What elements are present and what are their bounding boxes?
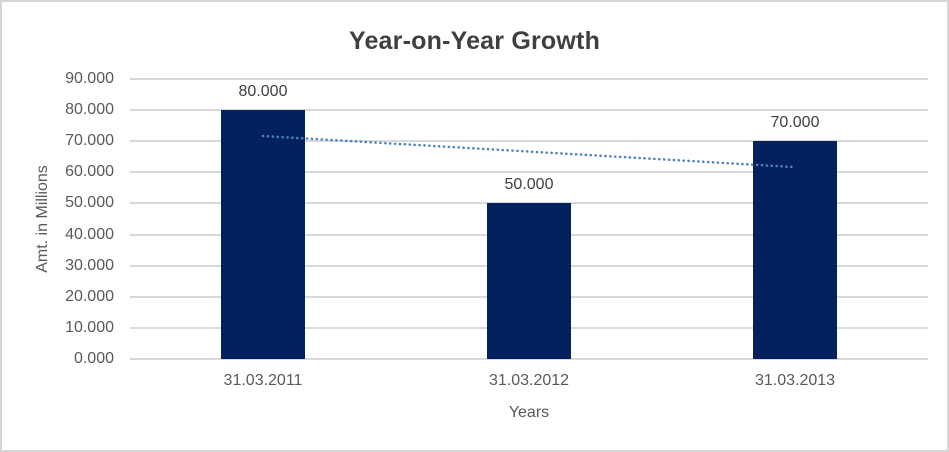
- y-tick-label: 0.000: [73, 350, 114, 367]
- y-tick-label: 80.000: [65, 101, 114, 119]
- bar-data-label: 70.000: [770, 114, 820, 132]
- x-tick-label: 31.03.2012: [488, 372, 570, 389]
- gridline: [130, 358, 928, 360]
- bar-data-label: 80.000: [238, 83, 288, 101]
- y-tick-label: 10.000: [65, 318, 114, 336]
- x-tick-label: 31.03.2013: [754, 372, 836, 389]
- bar-data-label: 50.000: [504, 176, 554, 194]
- gridline: [130, 78, 928, 80]
- bar-31.03.2012: [487, 203, 571, 359]
- bar-31.03.2013: [753, 141, 837, 359]
- x-axis-title: Years: [508, 404, 550, 421]
- gridline: [130, 171, 928, 174]
- y-tick-label: 30.000: [65, 256, 114, 274]
- trendline: [261, 134, 797, 169]
- y-tick-label: 40.000: [65, 225, 114, 243]
- y-tick-label: 90.000: [65, 70, 114, 87]
- x-tick-label: 31.03.2011: [223, 372, 303, 389]
- y-tick-label: 70.000: [65, 132, 114, 150]
- y-tick-label: 50.000: [65, 194, 114, 212]
- gridline: [130, 109, 928, 112]
- plot-area: [130, 78, 928, 360]
- y-tick-label: 20.000: [65, 287, 114, 305]
- gridline: [130, 202, 928, 205]
- chart-title: Year-on-Year Growth: [348, 27, 601, 55]
- bar-31.03.2011: [221, 110, 305, 359]
- y-tick-label: 60.000: [65, 163, 114, 181]
- gridline: [130, 140, 928, 143]
